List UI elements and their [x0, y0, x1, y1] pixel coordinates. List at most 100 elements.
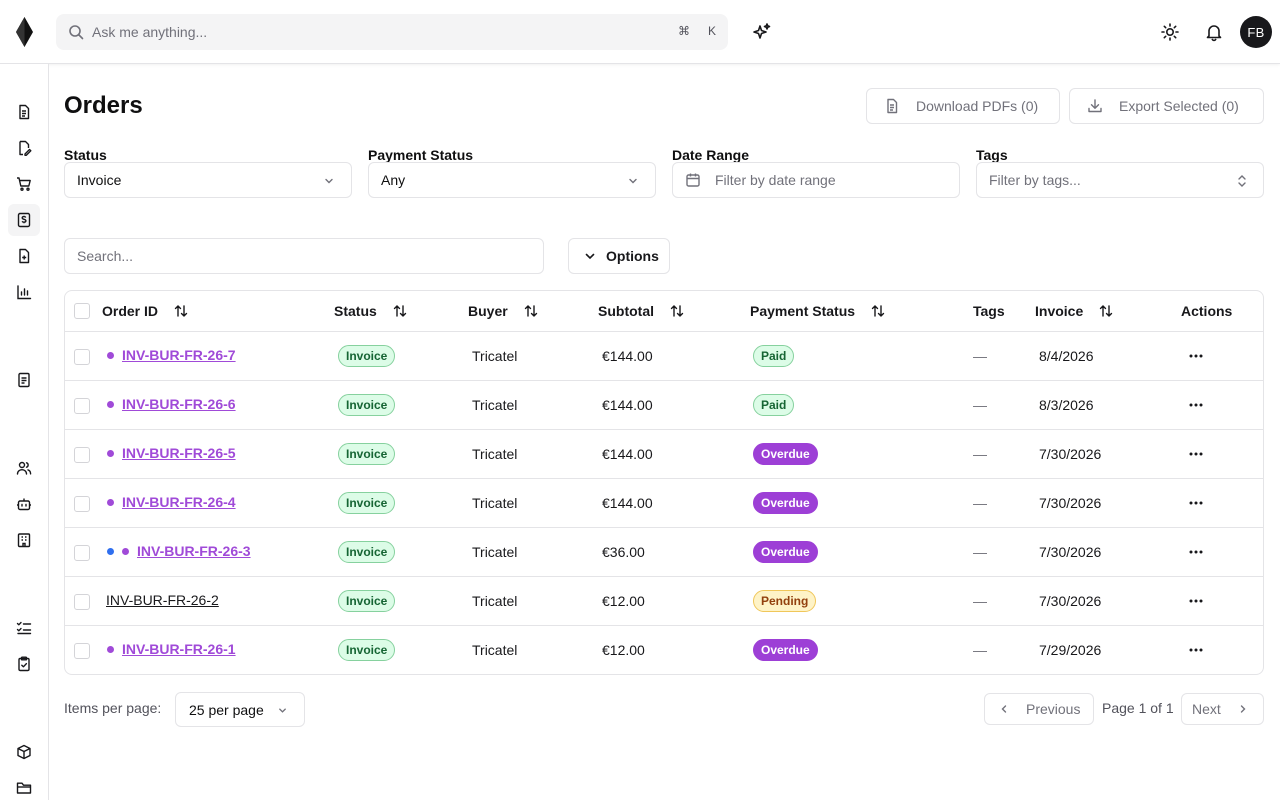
- buyer-cell: Tricatel: [472, 446, 518, 462]
- more-actions-icon[interactable]: [1189, 550, 1203, 554]
- order-id-cell: INV-BUR-FR-26-1: [107, 641, 236, 657]
- order-id-link[interactable]: INV-BUR-FR-26-7: [122, 347, 236, 363]
- orders-search-box[interactable]: [64, 238, 544, 274]
- more-actions-icon[interactable]: [1189, 599, 1203, 603]
- invoice-date-cell: 8/4/2026: [1039, 348, 1094, 364]
- sidebar-item-new-document[interactable]: [8, 240, 40, 272]
- more-actions-icon[interactable]: [1189, 452, 1203, 456]
- tags-filter-select[interactable]: Filter by tags...: [976, 162, 1264, 198]
- next-page-button[interactable]: Next: [1181, 693, 1264, 725]
- sort-icon[interactable]: [393, 304, 407, 318]
- order-id-link[interactable]: INV-BUR-FR-26-6: [122, 396, 236, 412]
- row-checkbox[interactable]: [74, 594, 90, 610]
- sidebar-item-reports[interactable]: [8, 364, 40, 396]
- sidebar-item-companies[interactable]: [8, 524, 40, 556]
- order-id-link[interactable]: INV-BUR-FR-26-2: [106, 592, 219, 608]
- chevron-down-icon: [585, 253, 595, 260]
- sidebar-item-contracts[interactable]: [8, 132, 40, 164]
- file-text-icon: [19, 104, 30, 120]
- sidebar-item-contacts[interactable]: [8, 452, 40, 484]
- buyer-cell: Tricatel: [472, 397, 518, 413]
- bot-icon: [17, 498, 31, 511]
- sidebar-item-invoices[interactable]: [8, 204, 40, 236]
- unread-indicator-dot: [107, 498, 114, 506]
- sidebar-item-approvals[interactable]: [8, 648, 40, 680]
- table-row[interactable]: INV-BUR-FR-26-3 Invoice Tricatel €36.00 …: [65, 528, 1263, 577]
- ask-ai-search-bar[interactable]: ⌘ K: [56, 14, 728, 50]
- status-filter-select[interactable]: Invoice: [64, 162, 352, 198]
- download-pdfs-label: Download PDFs (0): [916, 98, 1039, 114]
- orders-search-input[interactable]: [65, 239, 543, 273]
- sidebar-item-automation[interactable]: [8, 488, 40, 520]
- column-header-subtotal[interactable]: Subtotal: [598, 303, 684, 319]
- tags-cell: —: [973, 593, 987, 609]
- logo-icon[interactable]: [16, 17, 33, 47]
- ask-ai-input[interactable]: [92, 14, 652, 50]
- invoice-date-cell: 7/30/2026: [1039, 544, 1102, 560]
- row-checkbox[interactable]: [74, 643, 90, 659]
- row-checkbox[interactable]: [74, 496, 90, 512]
- date-range-filter-label: Date Range: [672, 147, 750, 163]
- previous-page-button[interactable]: Previous: [984, 693, 1094, 725]
- sort-icon[interactable]: [524, 304, 538, 318]
- export-selected-button[interactable]: Export Selected (0): [1069, 88, 1264, 124]
- sort-icon[interactable]: [1099, 304, 1113, 318]
- more-actions-icon[interactable]: [1189, 501, 1203, 505]
- more-actions-icon[interactable]: [1189, 354, 1203, 358]
- table-row[interactable]: INV-BUR-FR-26-5 Invoice Tricatel €144.00…: [65, 430, 1263, 479]
- table-row[interactable]: INV-BUR-FR-26-1 Invoice Tricatel €12.00 …: [65, 626, 1263, 674]
- row-checkbox[interactable]: [74, 545, 90, 561]
- sidebar-item-documents[interactable]: [8, 96, 40, 128]
- more-actions-icon[interactable]: [1189, 648, 1203, 652]
- sort-icon[interactable]: [871, 304, 885, 318]
- column-header-order-id[interactable]: Order ID: [102, 303, 188, 319]
- payment-status-filter-select[interactable]: Any: [368, 162, 656, 198]
- table-row[interactable]: INV-BUR-FR-26-6 Invoice Tricatel €144.00…: [65, 381, 1263, 430]
- column-header-status[interactable]: Status: [334, 303, 407, 319]
- sort-icon[interactable]: [670, 304, 684, 318]
- order-id-link[interactable]: INV-BUR-FR-26-1: [122, 641, 236, 657]
- download-pdfs-button[interactable]: Download PDFs (0): [866, 88, 1060, 124]
- file-list-icon: [18, 372, 30, 388]
- column-header-buyer[interactable]: Buyer: [468, 303, 538, 319]
- sidebar-item-files[interactable]: [8, 772, 40, 800]
- file-signature-icon: [19, 140, 32, 156]
- previous-label: Previous: [1026, 701, 1081, 717]
- sparkle-ai-icon[interactable]: [752, 22, 772, 42]
- sort-icon[interactable]: [174, 304, 188, 318]
- payment-status-badge: Pending: [753, 590, 817, 612]
- order-id-link[interactable]: INV-BUR-FR-26-3: [137, 543, 251, 559]
- file-text-icon: [887, 98, 898, 114]
- sun-theme-icon[interactable]: [1160, 22, 1180, 42]
- bell-icon[interactable]: [1204, 22, 1224, 42]
- sidebar-item-cart[interactable]: [8, 168, 40, 200]
- row-checkbox[interactable]: [74, 447, 90, 463]
- row-checkbox[interactable]: [74, 398, 90, 414]
- sidebar-item-analytics[interactable]: [8, 276, 40, 308]
- column-header-payment-status[interactable]: Payment Status: [750, 303, 885, 319]
- table-row[interactable]: INV-BUR-FR-26-4 Invoice Tricatel €144.00…: [65, 479, 1263, 528]
- chevron-down-icon: [629, 178, 637, 184]
- sidebar-item-products[interactable]: [8, 736, 40, 768]
- options-button[interactable]: Options: [568, 238, 670, 274]
- table-row[interactable]: INV-BUR-FR-26-7 Invoice Tricatel €144.00…: [65, 332, 1263, 381]
- payment-status-filter-value: Any: [381, 172, 406, 188]
- shortcut-key: K: [708, 24, 717, 38]
- table-row[interactable]: INV-BUR-FR-26-2 Invoice Tricatel €12.00 …: [65, 577, 1263, 626]
- column-header-invoice[interactable]: Invoice: [1035, 303, 1113, 319]
- column-label-invoice: Invoice: [1035, 303, 1084, 319]
- file-plus-icon: [19, 248, 30, 264]
- row-checkbox[interactable]: [74, 349, 90, 365]
- top-bar: ⌘ K FB: [0, 0, 1280, 64]
- sidebar-item-tasks[interactable]: [8, 612, 40, 644]
- user-avatar[interactable]: FB: [1240, 16, 1272, 48]
- payment-status-badge: Paid: [753, 394, 795, 416]
- select-all-checkbox[interactable]: [74, 303, 90, 319]
- buyer-cell: Tricatel: [472, 544, 518, 560]
- subtotal-cell: €144.00: [602, 397, 653, 413]
- more-actions-icon[interactable]: [1189, 403, 1203, 407]
- order-id-link[interactable]: INV-BUR-FR-26-4: [122, 494, 236, 510]
- order-id-link[interactable]: INV-BUR-FR-26-5: [122, 445, 236, 461]
- items-per-page-select[interactable]: 25 per page: [175, 692, 305, 727]
- date-range-picker[interactable]: Filter by date range: [672, 162, 960, 198]
